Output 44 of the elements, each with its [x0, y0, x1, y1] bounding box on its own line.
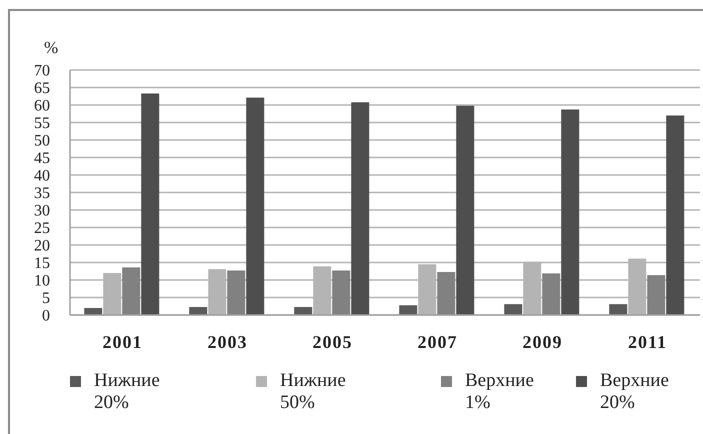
bar	[294, 306, 312, 315]
x-tick-label: 2003	[208, 332, 248, 352]
x-tick-label: 2011	[628, 332, 668, 352]
legend-label: Верхние 20%	[600, 370, 670, 414]
y-tick-label: 15	[34, 255, 50, 272]
legend-label: Нижние 20%	[94, 370, 161, 414]
y-tick-label: 70	[34, 62, 50, 80]
legend-label: Верхние 1%	[465, 370, 535, 414]
bar	[437, 272, 456, 315]
y-tick-label: 0	[42, 308, 50, 325]
y-tick-label: 45	[34, 150, 50, 168]
bar	[609, 304, 628, 315]
y-tick-label: 65	[34, 80, 50, 98]
y-axis-title: %	[44, 38, 58, 58]
bar	[647, 275, 666, 315]
y-tick-label: 25	[34, 220, 50, 238]
y-tick-label: 55	[34, 115, 50, 132]
x-tick-label: 2009	[522, 332, 562, 352]
bar	[504, 304, 522, 315]
y-tick-label: 50	[34, 132, 50, 150]
x-tick-label: 2007	[418, 332, 458, 352]
bar	[227, 270, 246, 315]
x-tick-label: 2001	[102, 332, 142, 352]
bar	[351, 102, 370, 315]
bar	[141, 93, 160, 315]
bar	[332, 270, 350, 315]
bar	[84, 308, 102, 315]
bar	[246, 98, 264, 315]
bar	[542, 273, 560, 315]
y-tick-label: 60	[34, 98, 50, 115]
y-tick-label: 35	[34, 185, 50, 202]
bar	[561, 110, 580, 315]
y-tick-label: 40	[34, 168, 50, 185]
bar	[456, 106, 474, 315]
y-tick-label: 10	[34, 272, 50, 290]
bar	[189, 306, 208, 315]
x-tick-label: 2005	[312, 332, 352, 352]
bar	[122, 267, 140, 315]
y-tick-label: 30	[34, 202, 50, 220]
y-tick-label: 5	[42, 290, 50, 308]
bar	[399, 305, 418, 315]
legend-label: Нижние 50%	[280, 370, 347, 414]
bar	[666, 116, 684, 315]
y-tick-label: 20	[34, 238, 50, 255]
